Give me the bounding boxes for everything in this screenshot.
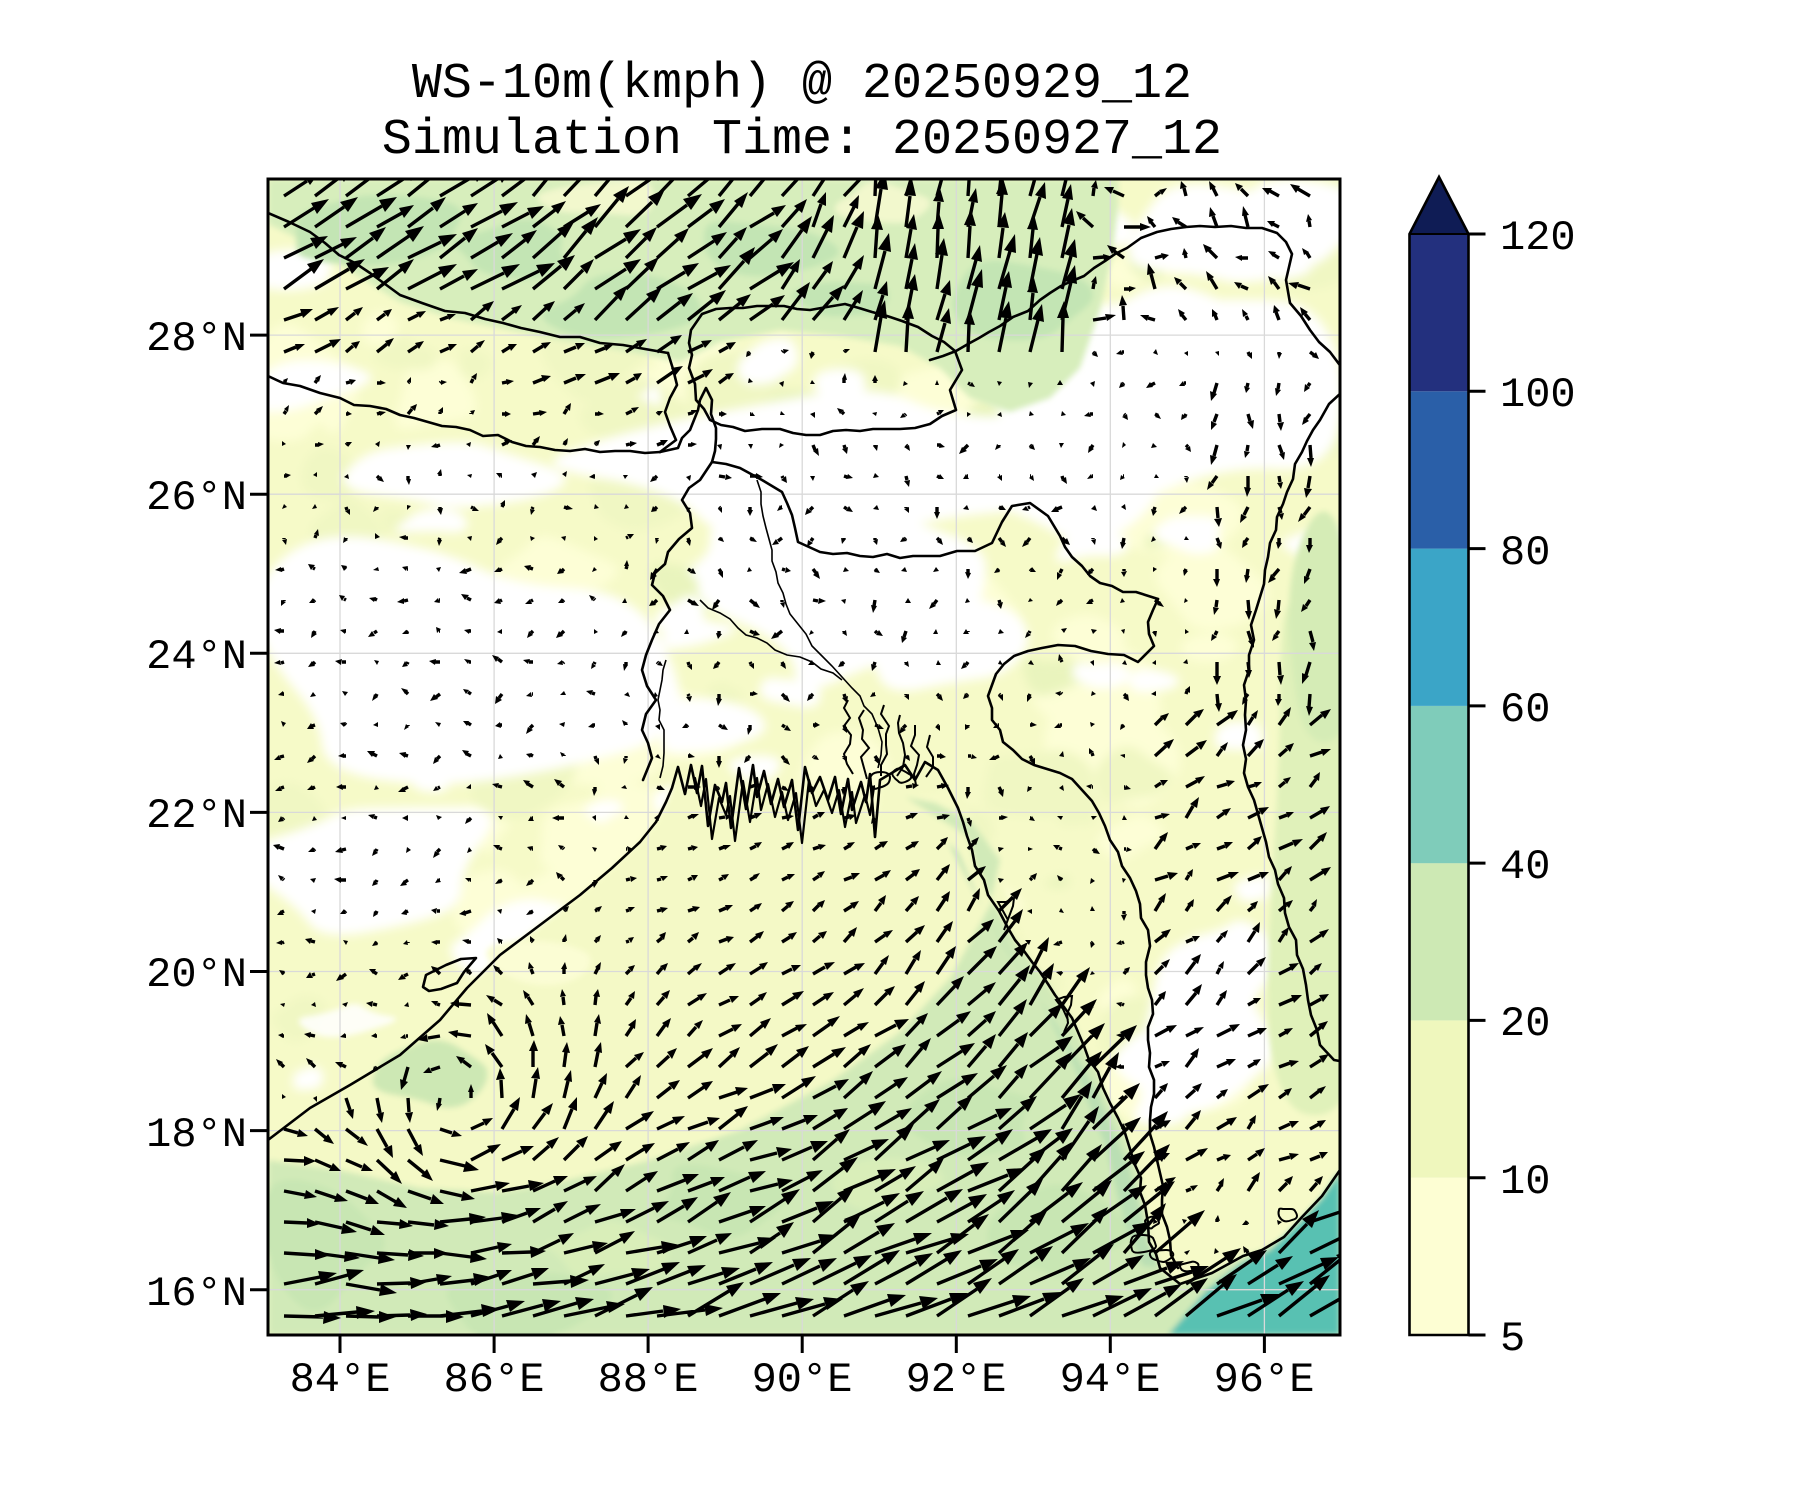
svg-text:24°N: 24°N [146, 633, 247, 681]
svg-text:20: 20 [1500, 1000, 1550, 1048]
svg-text:100: 100 [1500, 371, 1576, 419]
svg-text:28°N: 28°N [146, 315, 247, 363]
svg-text:88°E: 88°E [598, 1356, 699, 1404]
svg-text:22°N: 22°N [146, 792, 247, 840]
svg-text:96°E: 96°E [1214, 1356, 1315, 1404]
svg-text:92°E: 92°E [906, 1356, 1007, 1404]
svg-text:86°E: 86°E [444, 1356, 545, 1404]
svg-text:94°E: 94°E [1060, 1356, 1161, 1404]
svg-text:20°N: 20°N [146, 951, 247, 999]
svg-text:80: 80 [1500, 529, 1550, 577]
svg-text:10: 10 [1500, 1158, 1550, 1206]
svg-text:WS-10m(kmph) @ 20250929_12: WS-10m(kmph) @ 20250929_12 [412, 56, 1192, 113]
svg-text:16°N: 16°N [146, 1270, 247, 1318]
svg-text:26°N: 26°N [146, 474, 247, 522]
svg-text:84°E: 84°E [290, 1356, 391, 1404]
svg-text:5: 5 [1500, 1315, 1525, 1363]
svg-text:18°N: 18°N [146, 1111, 247, 1159]
svg-text:90°E: 90°E [752, 1356, 853, 1404]
svg-text:120: 120 [1500, 214, 1576, 262]
svg-text:60: 60 [1500, 686, 1550, 734]
svg-text:Simulation Time: 20250927_12: Simulation Time: 20250927_12 [382, 112, 1222, 169]
svg-text:40: 40 [1500, 843, 1550, 891]
